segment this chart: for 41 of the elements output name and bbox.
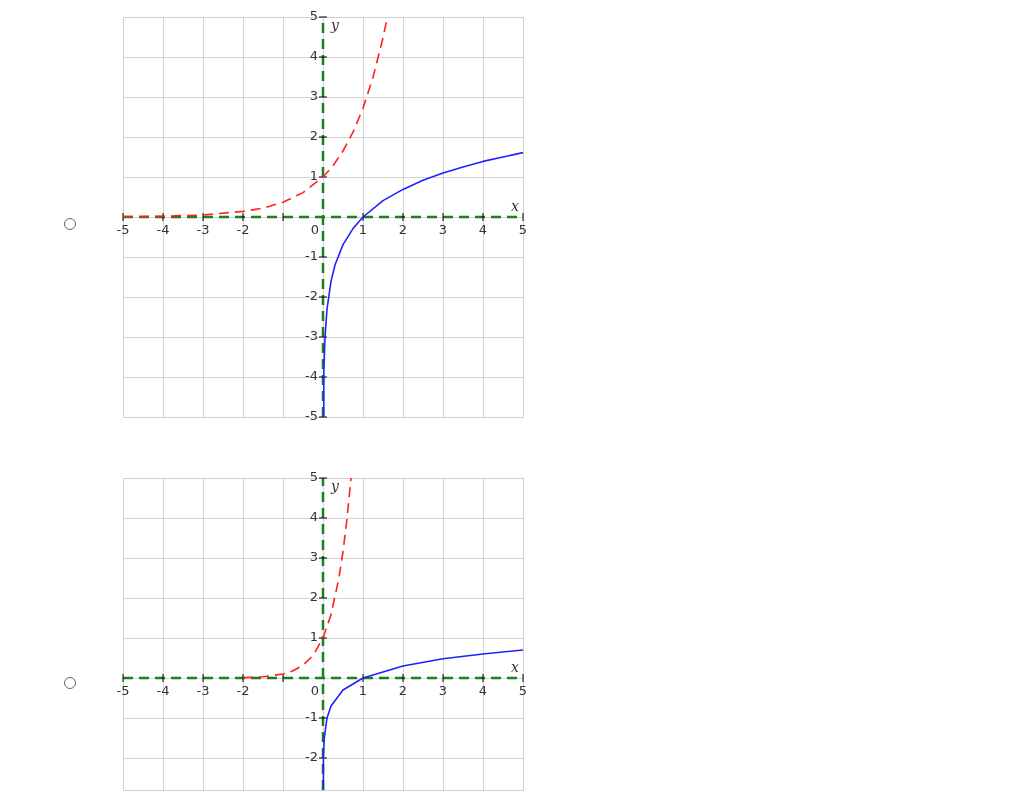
x-tick-label: 1	[358, 682, 368, 698]
x-tick-label: -2	[236, 221, 250, 237]
y-tick-label: 4	[309, 48, 318, 64]
y-tick-label: 2	[309, 589, 318, 605]
x-tick-label: 4	[478, 221, 488, 237]
y-tick-label: -4	[305, 368, 318, 384]
x-axis-title: x	[511, 658, 520, 675]
x-tick-label: 3	[438, 682, 448, 698]
y-tick-label: -1	[305, 248, 318, 264]
x-axis-title: x	[511, 197, 520, 214]
y-tick-label: 1	[309, 168, 318, 184]
y-tick-label: 4	[309, 509, 318, 525]
x-tick-label: 2	[398, 682, 408, 698]
y-tick-label: -2	[305, 749, 318, 765]
x-tick-label: -3	[196, 221, 210, 237]
x-tick-label: -4	[156, 221, 170, 237]
y-tick-label: 5	[309, 469, 318, 485]
x-tick-label: -5	[116, 221, 130, 237]
x-tick-label: 0	[310, 682, 320, 698]
y-tick-label: -2	[305, 288, 318, 304]
y-tick-label: -1	[305, 709, 318, 725]
x-tick-label: -5	[116, 682, 130, 698]
y-tick-label: -3	[305, 328, 318, 344]
y-tick-label: 1	[309, 629, 318, 645]
x-tick-label: 0	[310, 221, 320, 237]
x-tick-label: 4	[478, 682, 488, 698]
y-axis-title: y	[330, 477, 340, 494]
x-tick-label: -2	[236, 682, 250, 698]
x-tick-label: 3	[438, 221, 448, 237]
y-tick-label: 5	[309, 8, 318, 24]
x-tick-label: -4	[156, 682, 170, 698]
y-tick-label: 2	[309, 128, 318, 144]
x-tick-label: 5	[518, 221, 528, 237]
x-tick-label: 5	[518, 682, 528, 698]
y-tick-label: -5	[305, 408, 318, 424]
y-tick-label: 3	[309, 88, 318, 104]
x-tick-label: 1	[358, 221, 368, 237]
x-tick-label: 2	[398, 221, 408, 237]
y-tick-label: 3	[309, 549, 318, 565]
y-axis-title: y	[330, 16, 340, 33]
x-tick-label: -3	[196, 682, 210, 698]
